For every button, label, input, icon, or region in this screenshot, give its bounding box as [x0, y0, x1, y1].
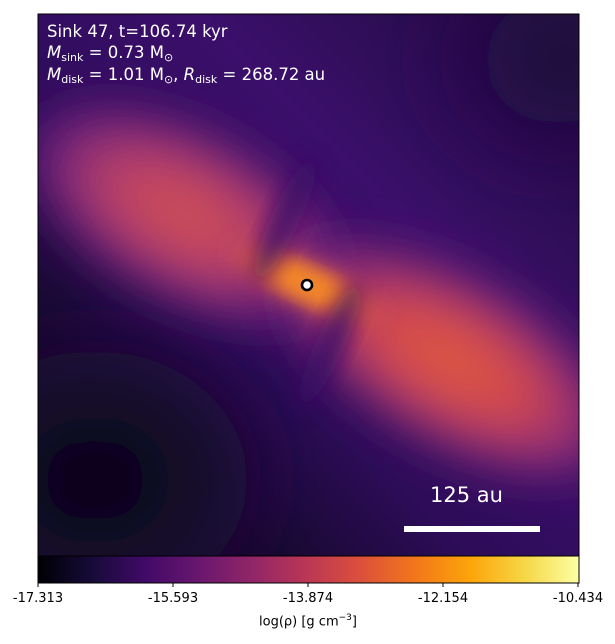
msink-subscript: sink [61, 51, 84, 64]
colorbar-label-exponent: −3 [338, 613, 352, 623]
sink-info-text: Sink 47, t=106.74 kyr [47, 22, 228, 41]
colorbar [37, 555, 580, 584]
colorbar-label-prefix: log(ρ) [g cm [259, 614, 339, 630]
scale-bar-label: 125 au [430, 483, 503, 507]
sink-info-line: Sink 47, t=106.74 kyr [47, 21, 228, 42]
msink-unit-subscript: ⊙ [163, 51, 174, 64]
rdisk-value: = 268.72 au [217, 65, 326, 84]
disk-properties-line: Mdisk = 1.01 M⊙, Rdisk = 268.72 au [47, 64, 325, 85]
sink-mass-line: Msink = 0.73 M⊙ [47, 42, 173, 63]
msink-symbol: M [47, 43, 62, 62]
sink-marker [300, 278, 314, 292]
separator: , [173, 65, 184, 84]
colorbar-tick-label: -13.874 [282, 591, 334, 606]
colorbar-tick-label: -15.593 [147, 591, 199, 606]
colorbar-tick-label: -12.154 [417, 591, 469, 606]
rdisk-subscript: disk [195, 73, 218, 86]
rdisk-symbol: R [183, 65, 196, 84]
mdisk-subscript: disk [61, 73, 84, 86]
colorbar-tick-label: -10.434 [552, 591, 604, 606]
mdisk-unit-subscript: ⊙ [163, 73, 174, 86]
mdisk-value: = 1.01 M [83, 65, 164, 84]
colorbar-label: log(ρ) [g cm−3] [259, 613, 357, 629]
msink-value: = 0.73 M [83, 43, 164, 62]
colorbar-tick-label: -17.313 [12, 591, 64, 606]
mdisk-symbol: M [47, 65, 62, 84]
colorbar-ticks [37, 583, 579, 587]
scale-bar [404, 526, 540, 532]
colorbar-label-suffix: ] [351, 614, 357, 630]
